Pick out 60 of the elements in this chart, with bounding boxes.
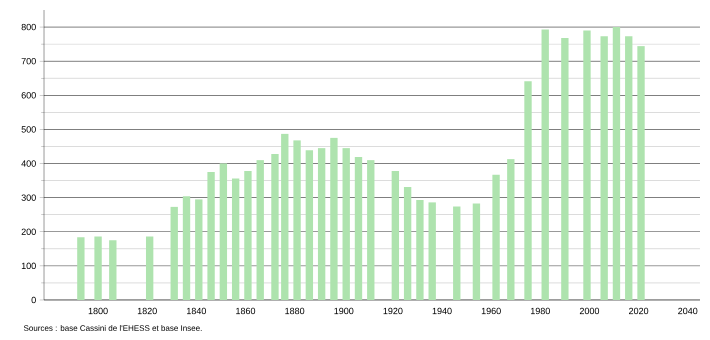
x-tick-label: 1880: [285, 308, 304, 314]
y-tick-label: 700: [22, 58, 36, 64]
x-tick-label: 2040: [678, 308, 698, 314]
bar: [367, 160, 374, 300]
bar: [583, 30, 591, 300]
bar: [600, 36, 608, 300]
bar: [507, 159, 514, 300]
bar: [416, 200, 424, 300]
bar: [306, 150, 314, 300]
y-tick-label: 800: [22, 24, 36, 30]
bar: [271, 154, 279, 300]
x-tick-label: 1940: [432, 308, 452, 314]
bar: [256, 160, 264, 300]
y-tick-label: 500: [22, 126, 36, 133]
y-tick-label: 200: [22, 228, 36, 235]
x-tick-label: 1820: [138, 308, 157, 314]
bar: [428, 202, 436, 300]
x-tick-label: 1900: [334, 308, 354, 314]
bar: [170, 206, 178, 300]
bar: [392, 171, 400, 300]
bar: [342, 148, 350, 300]
y-tick-label: 100: [22, 262, 36, 270]
bar: [220, 164, 228, 300]
bar: [293, 140, 301, 300]
bar: [453, 206, 460, 300]
bar: [404, 187, 412, 300]
x-tick-label: 2000: [580, 308, 600, 314]
bar: [354, 157, 362, 300]
x-tick-label: 1960: [482, 308, 501, 314]
bar: [318, 148, 326, 300]
bar: [330, 138, 338, 300]
y-tick-label: 0: [32, 296, 36, 304]
bar: [94, 236, 102, 300]
bar: [77, 237, 85, 300]
bar: [625, 36, 632, 300]
bar: [109, 240, 116, 300]
bar: [472, 203, 480, 300]
source-note: Sources : base Cassini de l'EHESS et base Insee.: [24, 325, 202, 331]
bar: [207, 172, 215, 300]
x-tick-label: 1800: [88, 308, 108, 314]
bar: [561, 38, 569, 300]
bar: [146, 236, 154, 300]
x-tick-label: 1840: [187, 308, 206, 314]
y-tick-label: 400: [21, 160, 36, 167]
y-tick-label: 300: [22, 194, 36, 201]
bar: [281, 134, 288, 300]
x-tick-label: 1980: [530, 308, 550, 314]
bar: [542, 29, 549, 300]
bar: [637, 46, 645, 300]
x-tick-label: 2020: [629, 308, 648, 314]
bar: [182, 196, 190, 300]
bar: [195, 199, 202, 300]
y-tick-label: 600: [22, 92, 36, 98]
bar: [244, 171, 252, 300]
bar: [232, 178, 240, 300]
x-tick-label: 1860: [236, 308, 256, 314]
bar: [612, 27, 620, 300]
x-tick-label: 1920: [384, 308, 403, 314]
bar: [492, 174, 500, 300]
bar: [524, 81, 532, 300]
